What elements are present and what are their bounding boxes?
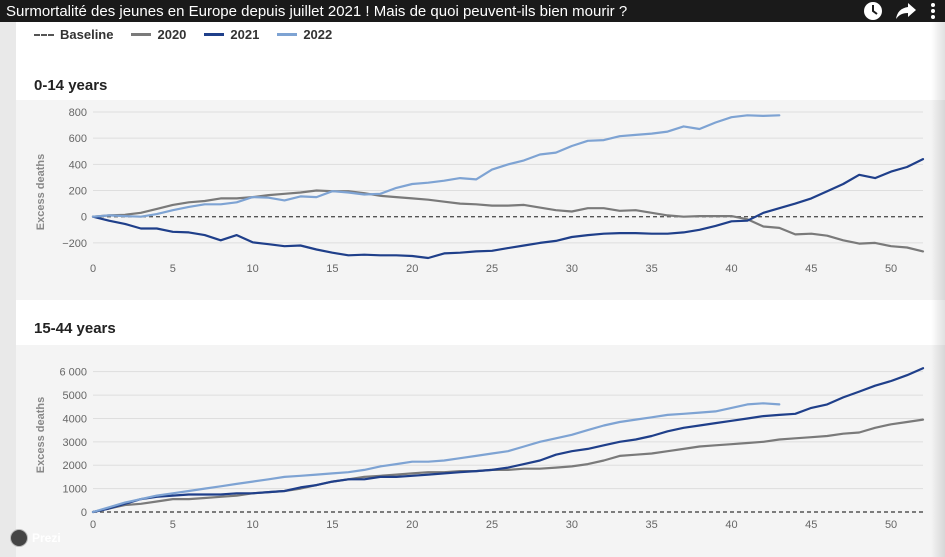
c014-series-2021 [91,158,925,260]
legend-swatch-2020 [131,33,152,36]
prezi-watermark: Prezi [10,529,61,547]
c1544-x-tick-label: 35 [646,519,658,531]
c1544-x-tick-label: 0 [90,519,96,531]
c1544-series-2022 [91,402,781,514]
legend-label-2020: 2020 [157,27,187,42]
c1544-x-tick-label: 30 [566,519,578,531]
c014-x-tick-label: 5 [170,263,176,275]
legend-swatch-2022 [277,33,298,36]
chart-title-0-14: 0-14 years [34,77,108,94]
c014-series-2020 [91,189,925,253]
c014-x-tick-label: 10 [246,263,258,275]
c1544-y-tick-label: 6 000 [59,367,87,379]
legend-item-2020: 2020 [131,27,186,42]
legend-label-baseline: Baseline [60,27,114,42]
c1544-x-tick-label: 10 [246,519,258,531]
c014-y-axis-label: Excess deaths [35,154,47,230]
more-vert-icon[interactable] [929,1,937,21]
c014-y-tick-label: 0 [81,212,87,224]
c1544-y-tick-label: 4000 [63,413,87,425]
panel-background-bottom [16,345,945,557]
legend-item-2022: 2022 [277,27,332,42]
chart-legend: Baseline 2020 2021 2022 [34,27,332,42]
c014-x-tick-label: 50 [885,263,897,275]
c1544-x-tick-label: 15 [326,519,338,531]
c014-y-tick-label: 800 [69,107,87,119]
c014-series-2022 [91,114,781,218]
c1544-x-tick-label: 20 [406,519,418,531]
legend-swatch-2021 [204,33,225,36]
chart-title-15-44: 15-44 years [34,320,116,337]
c014-x-tick-label: 45 [805,263,817,275]
panel-background-top [16,100,945,300]
c014-x-tick-label: 20 [406,263,418,275]
c1544-y-tick-label: 2000 [63,460,87,472]
c1544-series-2020 [91,418,925,514]
c1544-x-tick-label: 5 [170,519,176,531]
c014-y-tick-label: 600 [69,133,87,145]
c1544-y-tick-label: 0 [81,507,87,519]
c014-y-tick-label: 200 [69,186,87,198]
prezi-label: Prezi [32,531,61,545]
video-title: Surmortalité des jeunes en Europe depuis… [6,2,628,20]
prezi-logo-icon [10,529,28,547]
c1544-x-tick-label: 50 [885,519,897,531]
c014-x-tick-label: 0 [90,263,96,275]
c014-y-tick-label: 400 [69,159,87,171]
c1544-y-tick-label: 1000 [63,484,87,496]
c014-x-tick-label: 30 [566,263,578,275]
c1544-series-2021 [91,367,925,514]
legend-label-2022: 2022 [303,27,333,42]
c014-x-tick-label: 25 [486,263,498,275]
c1544-x-tick-label: 25 [486,519,498,531]
legend-swatch-baseline [34,33,54,36]
legend-label-2021: 2021 [230,27,260,42]
c014-x-tick-label: 35 [646,263,658,275]
c1544-x-tick-label: 40 [725,519,737,531]
c014-y-tick-label: −200 [62,238,87,250]
share-arrow-icon[interactable] [895,1,917,21]
c1544-x-tick-label: 45 [805,519,817,531]
slide-edge-shadow [931,22,945,557]
video-title-bar: Surmortalité des jeunes en Europe depuis… [0,0,945,22]
c1544-y-tick-label: 3000 [63,437,87,449]
legend-item-2021: 2021 [204,27,259,42]
c1544-y-axis-label: Excess deaths [35,397,47,473]
c014-x-tick-label: 15 [326,263,338,275]
c014-x-tick-label: 40 [725,263,737,275]
clock-icon[interactable] [863,1,883,21]
legend-item-baseline: Baseline [34,27,113,42]
c1544-y-tick-label: 5000 [63,390,87,402]
